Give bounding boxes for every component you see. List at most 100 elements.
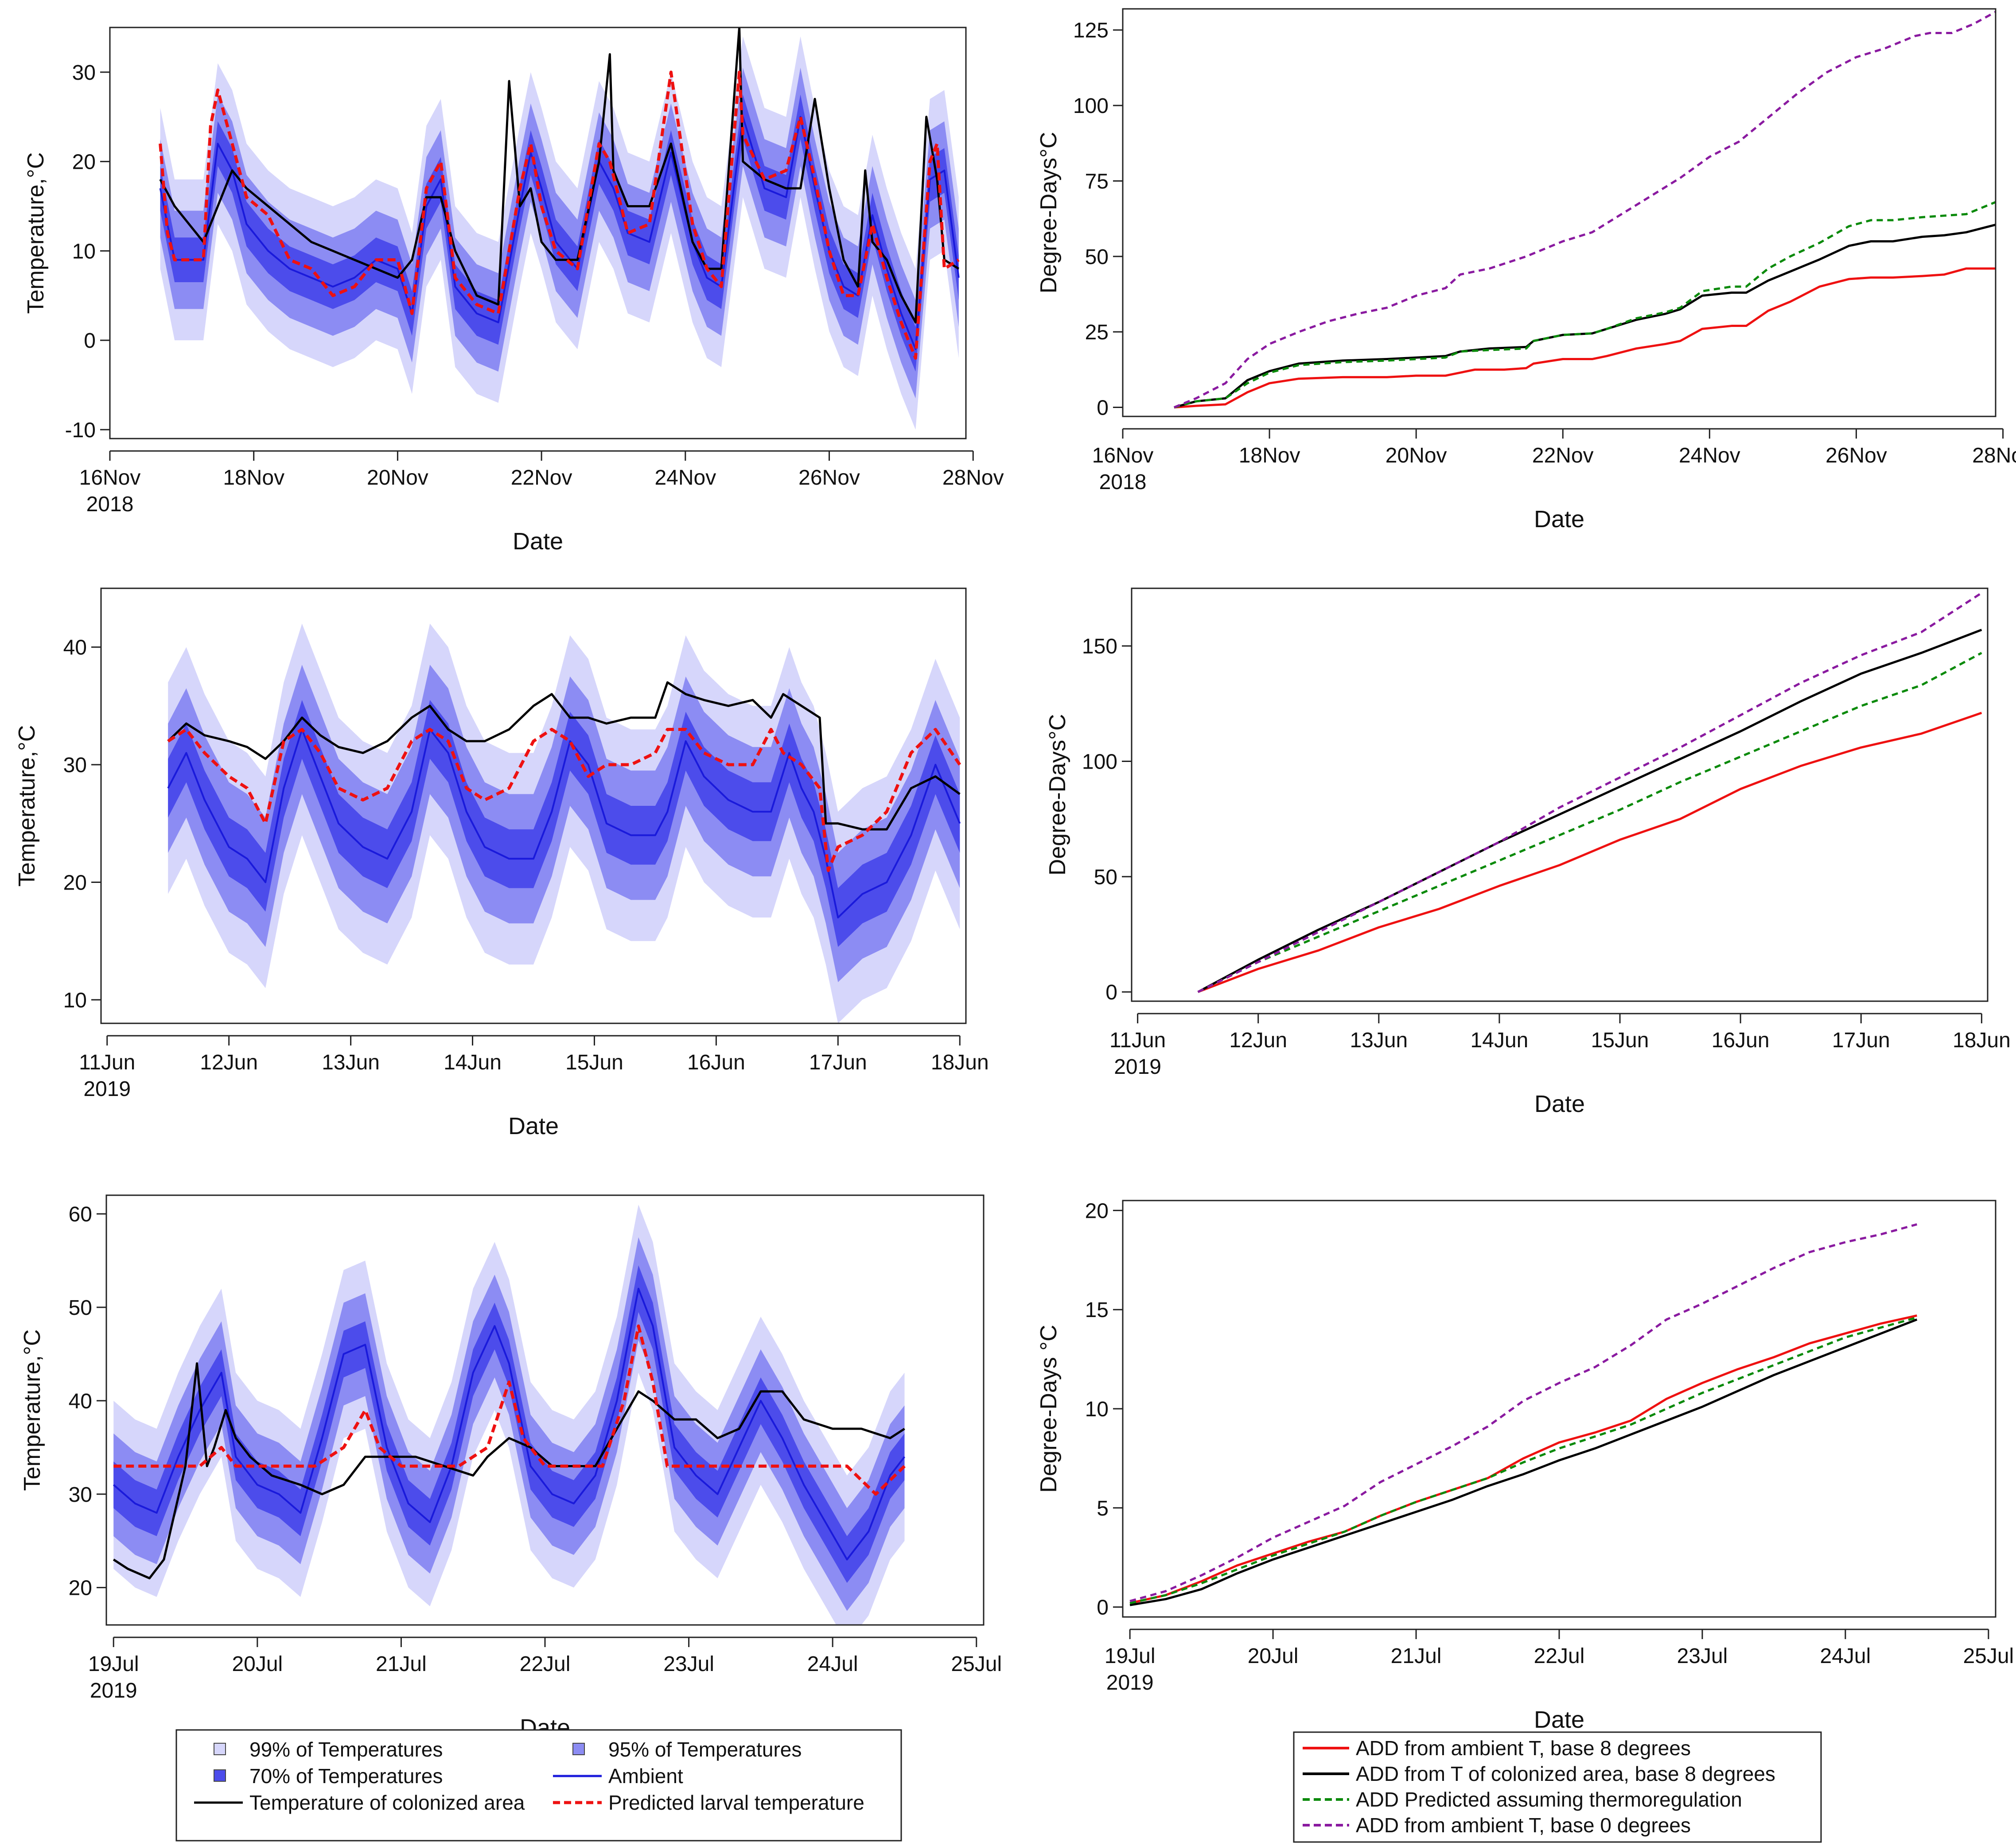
y-tick-label: 30 (72, 61, 96, 85)
series-larval (159, 70, 960, 360)
legend-label: 95% of Temperatures (608, 1738, 802, 1761)
series-add-ambient0 (1173, 11, 1996, 408)
x-tick-label: 18Nov (223, 466, 284, 490)
x-tick-label: 19Jul (88, 1652, 139, 1676)
x-tick-label: 16Jun (1712, 1029, 1770, 1052)
y-tick-label: 0 (84, 329, 96, 353)
band95-band (168, 665, 960, 983)
series-larval (113, 1324, 906, 1496)
y-tick-label: 40 (63, 636, 87, 660)
x-tick-label: 13Jun (1350, 1029, 1408, 1052)
x-tick-label: 24Nov (654, 466, 716, 490)
y-tick-label: 10 (63, 989, 87, 1012)
y-tick-label: 0 (1097, 1596, 1109, 1620)
y-tick-label: 75 (1085, 170, 1109, 193)
y-tick-label: 20 (1085, 1199, 1109, 1223)
y-axis-title: Degree-Days°C (1045, 714, 1070, 876)
x-tick-label: 11Jun (1109, 1029, 1166, 1052)
plot-frame (100, 587, 967, 1024)
x-tick-label: 14Jun (444, 1051, 502, 1074)
plot-frame (1122, 1200, 1997, 1618)
x-tick-year: 2019 (1106, 1671, 1154, 1694)
series-add-predicted (1197, 652, 1982, 993)
series-add-colonized8 (1197, 629, 1982, 993)
panel-degree-days-jul2019: 0 5 10 15 20 19Jul 2019 20Jul 21Jul 22Jul 23Jul 24J… (1036, 1199, 2014, 1733)
x-tick-year: 2019 (1114, 1055, 1161, 1079)
legend-label: ADD from ambient T, base 0 degrees (1356, 1814, 1691, 1837)
band70-band (168, 700, 960, 947)
x-tick-label: 19Jul (1105, 1644, 1156, 1668)
x-axis-title: Date (508, 1113, 559, 1139)
x-tick-label: 21Jul (1391, 1644, 1442, 1668)
panel-ambient-temp-jul2019: 20 30 40 50 60 19Jul 2019 20Jul 21Jul 22Jul 23Jul 2… (19, 1194, 1002, 1741)
x-axis-title: Date (513, 528, 563, 555)
x-tick-label: 21Jul (376, 1652, 427, 1676)
panel-ambient-temp-jun2019: 10 20 30 40 11Jun 2019 12Jun 13Jun 14Jun 15Jun 16J… (14, 587, 989, 1139)
y-tick-label: 40 (69, 1390, 92, 1413)
x-tick-year: 2019 (83, 1077, 131, 1101)
x-tick-label: 20Jul (1248, 1644, 1299, 1668)
x-axis-title: Date (1534, 1091, 1585, 1117)
x-tick-label: 20Nov (1386, 444, 1447, 467)
x-tick-label: 26Nov (1825, 444, 1887, 467)
y-tick-label: 100 (1082, 750, 1117, 774)
plot-frame (1122, 8, 1997, 417)
y-axis-title: Temperature,°C (14, 725, 40, 887)
x-tick-label: 15Jun (565, 1051, 623, 1074)
y-tick-label: 25 (1085, 321, 1109, 344)
plot-area (1173, 11, 1996, 409)
y-tick-label: 30 (69, 1483, 92, 1507)
y-tick-label: -10 (65, 419, 96, 442)
series-add-ambient0 (1197, 592, 1982, 993)
y-tick-label: 20 (69, 1577, 92, 1600)
series-add-predicted (1174, 201, 1996, 408)
y-tick-label: 125 (1073, 19, 1109, 43)
y-tick-label: 5 (1097, 1497, 1109, 1520)
series-add-ambient0 (1129, 1223, 1918, 1602)
x-tick-label: 26Nov (798, 466, 860, 490)
x-tick-label: 13Jun (322, 1051, 380, 1074)
series-add-predicted (1129, 1316, 1918, 1605)
x-tick-label: 12Jun (1229, 1029, 1287, 1052)
plot-frame (105, 1194, 985, 1626)
legend-label: Ambient (608, 1764, 683, 1788)
series-ambient (113, 1287, 906, 1561)
x-tick-label: 20Jul (232, 1652, 283, 1676)
legend-frame (1293, 1731, 1822, 1843)
x-tick-label: 20Nov (367, 466, 428, 490)
x-tick-year: 2018 (86, 493, 134, 516)
x-axis-title: Date (1534, 506, 1584, 532)
y-tick-label: 20 (63, 871, 87, 895)
x-tick-label: 16Jun (687, 1051, 745, 1074)
x-tick-label: 23Jul (1677, 1644, 1728, 1668)
band70-band (160, 94, 959, 372)
legend-label: Predicted larval temperature (608, 1791, 864, 1814)
legend-label: ADD from T of colonized area, base 8 deg… (1356, 1762, 1775, 1785)
x-tick-label: 17Jun (1832, 1029, 1890, 1052)
series-colonized (167, 681, 961, 831)
legend-swatch-band95 (572, 1743, 585, 1755)
legend-label: ADD from ambient T, base 8 degrees (1356, 1737, 1691, 1760)
legend-label: ADD Predicted assuming thermoregulation (1356, 1788, 1742, 1811)
legend-swatch-band70 (214, 1769, 226, 1782)
y-axis-title: Degree-Days°C (1036, 132, 1062, 294)
x-axis-title: Date (1534, 1706, 1584, 1733)
y-tick-label: 10 (72, 240, 96, 263)
panel-degree-days-jun2019: 0 50 100 150 11Jun 2019 12Jun 13Jun 14Jun 15Jun 16… (1045, 587, 2011, 1117)
x-tick-label: 16Nov (79, 466, 141, 490)
x-tick-label: 23Jul (663, 1652, 714, 1676)
plot-area (113, 1205, 906, 1625)
x-tick-label: 12Jun (200, 1051, 258, 1074)
series-ambient (167, 728, 961, 919)
x-tick-label: 22Jul (1534, 1644, 1585, 1668)
x-tick-label: 22Nov (1532, 444, 1594, 467)
x-tick-label: 16Nov (1092, 444, 1154, 467)
x-tick-label: 28Nov (1972, 444, 2016, 467)
x-tick-label: 24Jul (1820, 1644, 1871, 1668)
legend-label: 99% of Temperatures (249, 1738, 443, 1761)
legend-label: Temperature of colonized area (249, 1791, 525, 1814)
x-tick-label: 24Nov (1679, 444, 1740, 467)
y-tick-label: 30 (63, 754, 87, 777)
y-tick-label: 50 (1094, 866, 1117, 889)
